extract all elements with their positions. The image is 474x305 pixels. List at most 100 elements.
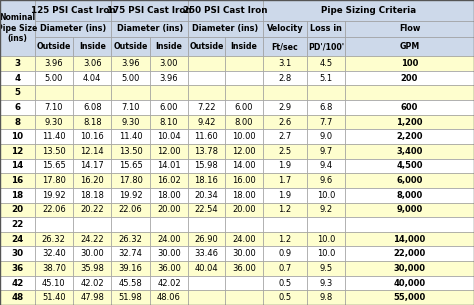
Bar: [188, 188, 225, 203]
Text: 0.5: 0.5: [278, 293, 292, 302]
Text: 5.00: 5.00: [121, 74, 140, 83]
Bar: [345, 276, 474, 290]
Text: 48: 48: [11, 293, 23, 302]
Text: 24: 24: [11, 235, 23, 244]
Text: 32.74: 32.74: [118, 249, 143, 258]
Bar: [307, 37, 345, 56]
Bar: [73, 144, 111, 159]
Bar: [150, 203, 188, 217]
Bar: [0, 246, 35, 261]
Text: 10.0: 10.0: [317, 235, 335, 244]
Text: 16.02: 16.02: [157, 176, 181, 185]
Bar: [345, 246, 474, 261]
Text: 8.10: 8.10: [160, 117, 178, 127]
Bar: [345, 217, 474, 232]
Text: 13.78: 13.78: [194, 147, 219, 156]
Bar: [345, 115, 474, 129]
Text: Nominal
Pipe Size
(ins): Nominal Pipe Size (ins): [0, 13, 37, 43]
Text: 5.00: 5.00: [45, 74, 63, 83]
Bar: [307, 159, 345, 173]
Bar: [225, 37, 263, 56]
Text: 24.00: 24.00: [232, 235, 255, 244]
Bar: [345, 232, 474, 246]
Bar: [150, 276, 188, 290]
Text: 30,000: 30,000: [393, 264, 426, 273]
Text: 20.00: 20.00: [157, 205, 181, 214]
Bar: [73, 115, 111, 129]
Bar: [35, 0, 111, 21]
Text: 16.20: 16.20: [80, 176, 104, 185]
Bar: [0, 290, 35, 305]
Text: 42.02: 42.02: [81, 278, 104, 288]
Text: 9.5: 9.5: [319, 264, 332, 273]
Text: 9.2: 9.2: [319, 205, 332, 214]
Text: 51.40: 51.40: [42, 293, 65, 302]
Text: 8,000: 8,000: [396, 191, 423, 200]
Text: 250 PSI Cast Iron: 250 PSI Cast Iron: [183, 6, 268, 15]
Text: 5: 5: [14, 88, 20, 97]
Bar: [307, 232, 345, 246]
Text: 42: 42: [11, 278, 23, 288]
Text: 42.02: 42.02: [157, 278, 181, 288]
Text: 47.98: 47.98: [80, 293, 104, 302]
Bar: [35, 290, 73, 305]
Bar: [35, 56, 73, 71]
Text: Inside: Inside: [79, 42, 106, 51]
Bar: [35, 232, 73, 246]
Text: 39.16: 39.16: [118, 264, 143, 273]
Text: 2.7: 2.7: [278, 132, 292, 141]
Bar: [73, 188, 111, 203]
Bar: [188, 71, 225, 85]
Bar: [35, 159, 73, 173]
Bar: [73, 246, 111, 261]
Bar: [345, 290, 474, 305]
Bar: [188, 290, 225, 305]
Text: Inside: Inside: [155, 42, 182, 51]
Text: 33.46: 33.46: [194, 249, 219, 258]
Bar: [35, 246, 73, 261]
Text: 18.00: 18.00: [157, 191, 181, 200]
Text: 12.00: 12.00: [232, 147, 255, 156]
Text: 100: 100: [401, 59, 418, 68]
Text: 17.80: 17.80: [118, 176, 143, 185]
Bar: [111, 217, 150, 232]
Bar: [150, 129, 188, 144]
Bar: [0, 115, 35, 129]
Bar: [73, 56, 111, 71]
Bar: [73, 85, 111, 100]
Bar: [73, 290, 111, 305]
Text: 3.1: 3.1: [278, 59, 292, 68]
Bar: [263, 276, 307, 290]
Text: 2.8: 2.8: [278, 74, 292, 83]
Text: Pipe Sizing Criteria: Pipe Sizing Criteria: [321, 6, 416, 15]
Bar: [150, 159, 188, 173]
Text: 10.16: 10.16: [80, 132, 104, 141]
Bar: [188, 217, 225, 232]
Bar: [0, 144, 35, 159]
Text: 10.0: 10.0: [317, 191, 335, 200]
Text: 22.06: 22.06: [42, 205, 66, 214]
Bar: [0, 56, 35, 71]
Text: Diameter (ins): Diameter (ins): [117, 24, 183, 33]
Bar: [188, 56, 225, 71]
Bar: [150, 85, 188, 100]
Bar: [111, 71, 150, 85]
Text: 7.7: 7.7: [319, 117, 333, 127]
Text: 3.96: 3.96: [160, 74, 178, 83]
Text: 2.9: 2.9: [278, 103, 292, 112]
Bar: [150, 56, 188, 71]
Text: 35.98: 35.98: [80, 264, 104, 273]
Text: 9,000: 9,000: [396, 205, 423, 214]
Bar: [188, 0, 263, 21]
Bar: [307, 144, 345, 159]
Bar: [73, 100, 111, 115]
Bar: [345, 159, 474, 173]
Bar: [225, 144, 263, 159]
Text: 20.22: 20.22: [81, 205, 104, 214]
Bar: [188, 203, 225, 217]
Text: 6.00: 6.00: [160, 103, 178, 112]
Text: 3.96: 3.96: [121, 59, 140, 68]
Bar: [73, 129, 111, 144]
Bar: [188, 159, 225, 173]
Text: 24.22: 24.22: [81, 235, 104, 244]
